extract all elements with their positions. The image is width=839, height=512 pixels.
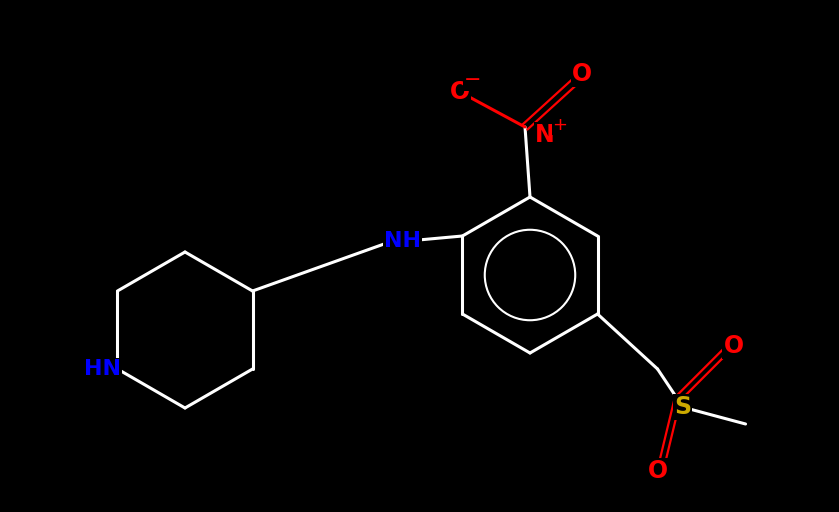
- Text: N: N: [535, 123, 555, 147]
- Text: +: +: [553, 116, 567, 134]
- Text: O: O: [572, 62, 592, 86]
- Text: O: O: [648, 459, 668, 483]
- Text: −: −: [464, 70, 482, 90]
- Text: HN: HN: [84, 359, 121, 379]
- Text: S: S: [674, 395, 691, 419]
- Text: O: O: [723, 334, 743, 358]
- Text: NH: NH: [384, 231, 421, 251]
- Text: O: O: [450, 80, 470, 104]
